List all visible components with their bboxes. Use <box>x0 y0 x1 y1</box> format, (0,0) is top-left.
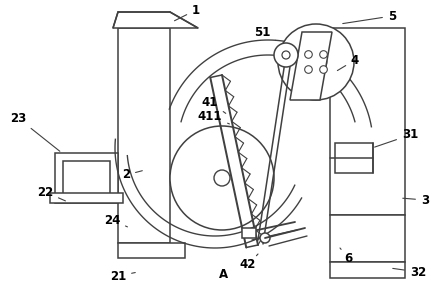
Text: 23: 23 <box>10 112 60 151</box>
Bar <box>335 143 373 173</box>
Text: 22: 22 <box>37 185 66 201</box>
Circle shape <box>305 51 326 73</box>
Circle shape <box>320 51 327 58</box>
Text: 24: 24 <box>104 214 128 227</box>
Bar <box>242 228 256 238</box>
Bar <box>118 243 185 258</box>
Bar <box>330 215 405 262</box>
Text: 6: 6 <box>340 248 352 265</box>
Bar <box>330 28 405 215</box>
Circle shape <box>305 66 312 73</box>
Text: 1: 1 <box>175 4 200 21</box>
Circle shape <box>278 24 354 100</box>
Circle shape <box>214 170 230 186</box>
Bar <box>50 193 123 203</box>
Circle shape <box>170 126 274 230</box>
Text: 42: 42 <box>240 254 258 272</box>
Circle shape <box>274 43 298 67</box>
Circle shape <box>320 66 327 73</box>
Circle shape <box>260 233 270 243</box>
Polygon shape <box>118 28 170 243</box>
Text: A: A <box>219 268 229 282</box>
Circle shape <box>305 51 312 58</box>
Text: 2: 2 <box>122 168 142 181</box>
Bar <box>63 161 110 195</box>
Text: 51: 51 <box>254 25 276 40</box>
Text: 3: 3 <box>403 193 429 207</box>
Polygon shape <box>290 32 332 100</box>
Circle shape <box>282 51 290 59</box>
Text: 32: 32 <box>393 265 426 279</box>
Bar <box>55 153 118 203</box>
Text: 5: 5 <box>343 9 396 23</box>
Text: 41: 41 <box>202 96 226 113</box>
Text: 21: 21 <box>110 270 135 282</box>
Text: 31: 31 <box>375 129 418 147</box>
Bar <box>330 262 405 278</box>
Text: 4: 4 <box>338 54 359 71</box>
Text: 411: 411 <box>198 110 229 124</box>
Polygon shape <box>113 12 198 28</box>
